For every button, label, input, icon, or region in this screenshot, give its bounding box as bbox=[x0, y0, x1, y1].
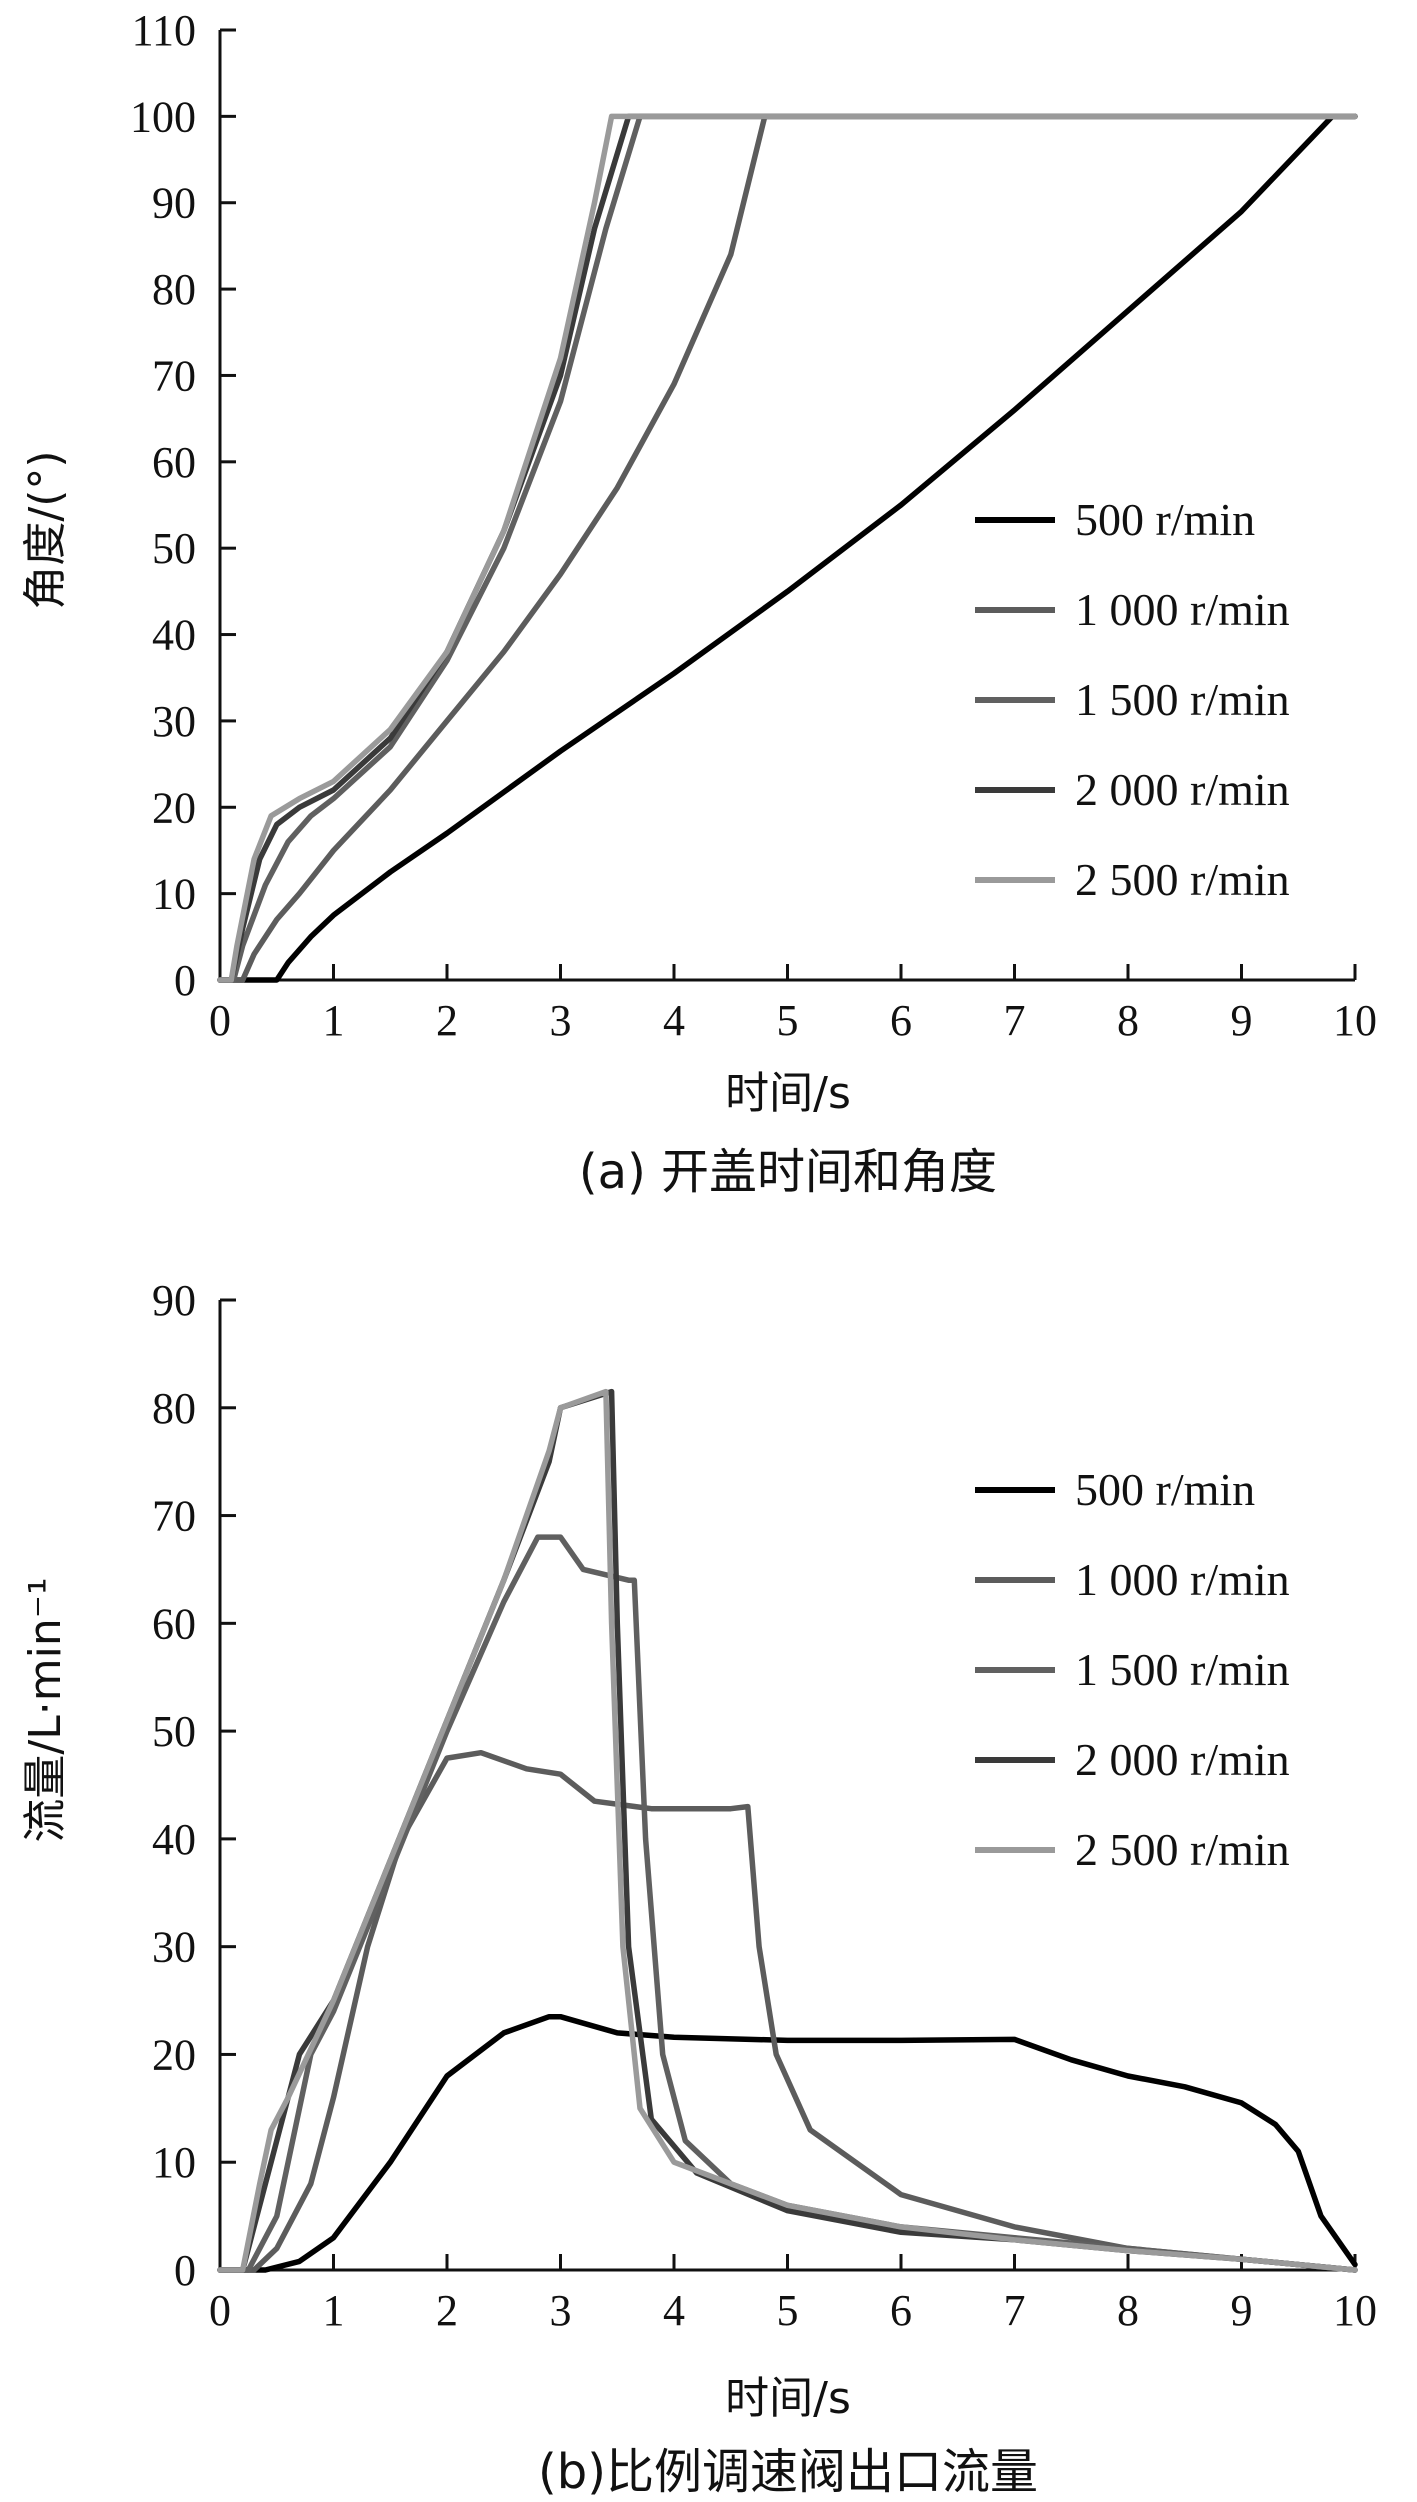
chart-b-caption: (b)比例调速阀出口流量 bbox=[538, 2444, 1038, 2500]
y-tick-label: 90 bbox=[152, 1276, 196, 1325]
y-tick-label: 60 bbox=[152, 1599, 196, 1648]
x-tick-label: 10 bbox=[1333, 996, 1377, 1045]
legend-label-4: 2 000 r/min bbox=[1075, 764, 1290, 815]
y-tick-label: 30 bbox=[152, 1923, 196, 1972]
chart-panel-b: 0 10 20 30 40 50 60 70 80 90 0 1 2 3 4 5 6 7 8 9 10 500 r/mi… bbox=[20, 1276, 1377, 2500]
series-line-1 bbox=[217, 2013, 1358, 2273]
legend-label-1: 500 r/min bbox=[1075, 1464, 1255, 1515]
x-tick-label: 5 bbox=[777, 2286, 799, 2335]
y-tick-label: 90 bbox=[152, 179, 196, 228]
chart-b-x-axis-label: 时间/s bbox=[725, 2373, 851, 2424]
x-tick-label: 7 bbox=[1004, 2286, 1026, 2335]
series-line-2 bbox=[217, 113, 1358, 983]
x-tick-label: 5 bbox=[777, 996, 799, 1045]
y-tick-label: 10 bbox=[152, 2138, 196, 2187]
y-tick-label: 70 bbox=[152, 351, 196, 400]
legend-label-2: 1 000 r/min bbox=[1075, 584, 1290, 635]
legend-label-5: 2 500 r/min bbox=[1075, 1824, 1290, 1875]
y-tick-label: 80 bbox=[152, 265, 196, 314]
x-tick-label: 3 bbox=[550, 2286, 572, 2335]
chart-a-x-axis-label: 时间/s bbox=[725, 1068, 851, 1119]
x-tick-label: 4 bbox=[663, 2286, 685, 2335]
legend-label-4: 2 000 r/min bbox=[1075, 1734, 1290, 1785]
series-line-4 bbox=[217, 113, 1358, 983]
x-tick-label: 0 bbox=[209, 2286, 231, 2335]
x-tick-label: 2 bbox=[436, 2286, 458, 2335]
x-tick-label: 2 bbox=[436, 996, 458, 1045]
y-tick-label: 50 bbox=[152, 1707, 196, 1756]
y-tick-label: 30 bbox=[152, 697, 196, 746]
y-tick-label: 10 bbox=[152, 870, 196, 919]
chart-b-y-axis-label: 流量/L·min⁻¹ bbox=[20, 1577, 71, 1842]
legend-label-3: 1 500 r/min bbox=[1075, 674, 1290, 725]
y-tick-label: 60 bbox=[152, 438, 196, 487]
chart-a-caption: (a) 开盖时间和角度 bbox=[579, 1144, 997, 1200]
y-tick-label: 70 bbox=[152, 1492, 196, 1541]
x-tick-label: 6 bbox=[890, 996, 912, 1045]
chart-b-series bbox=[217, 1388, 1358, 2273]
y-tick-label: 80 bbox=[152, 1384, 196, 1433]
x-tick-label: 9 bbox=[1231, 996, 1253, 1045]
x-tick-label: 1 bbox=[323, 996, 345, 1045]
y-tick-label: 40 bbox=[152, 611, 196, 660]
series-line-3 bbox=[217, 113, 1358, 983]
series-line-5 bbox=[217, 1388, 1358, 2273]
legend-label-2: 1 000 r/min bbox=[1075, 1554, 1290, 1605]
x-tick-label: 8 bbox=[1117, 2286, 1139, 2335]
x-tick-label: 8 bbox=[1117, 996, 1139, 1045]
chart-a-y-axis-label: 角度/(°) bbox=[20, 450, 71, 609]
y-tick-label: 110 bbox=[132, 6, 196, 55]
x-tick-label: 0 bbox=[209, 996, 231, 1045]
x-tick-label: 1 bbox=[323, 2286, 345, 2335]
chart-b-axes: 0 10 20 30 40 50 60 70 80 90 0 1 2 3 4 5 6 7 8 9 10 bbox=[152, 1276, 1377, 2335]
y-tick-label: 0 bbox=[174, 956, 196, 1005]
x-tick-label: 3 bbox=[550, 996, 572, 1045]
x-tick-label: 9 bbox=[1231, 2286, 1253, 2335]
series-line-1 bbox=[217, 113, 1358, 983]
chart-panel-a: 0 10 20 30 40 50 60 70 80 90 100 110 0 1 2 3 4 5 6 7 8 9 10 50… bbox=[20, 6, 1377, 1200]
y-tick-label: 20 bbox=[152, 2030, 196, 2079]
chart-b-legend: 500 r/min 1 000 r/min 1 500 r/min 2 000 r/m… bbox=[975, 1464, 1290, 1875]
y-tick-label: 0 bbox=[174, 2246, 196, 2295]
y-tick-label: 100 bbox=[130, 92, 196, 141]
chart-a-axes: 0 10 20 30 40 50 60 70 80 90 100 110 0 1 2 3 4 5 6 7 8 9 10 bbox=[130, 6, 1377, 1045]
legend-label-3: 1 500 r/min bbox=[1075, 1644, 1290, 1695]
y-tick-label: 40 bbox=[152, 1815, 196, 1864]
x-tick-label: 4 bbox=[663, 996, 685, 1045]
x-tick-label: 10 bbox=[1333, 2286, 1377, 2335]
x-tick-label: 7 bbox=[1004, 996, 1026, 1045]
legend-label-5: 2 500 r/min bbox=[1075, 854, 1290, 905]
y-tick-label: 50 bbox=[152, 524, 196, 573]
chart-a-series bbox=[217, 113, 1358, 983]
series-line-5 bbox=[217, 113, 1358, 983]
y-tick-label: 20 bbox=[152, 783, 196, 832]
chart-a-legend: 500 r/min 1 000 r/min 1 500 r/min 2 000 r/m… bbox=[975, 494, 1290, 905]
legend-label-1: 500 r/min bbox=[1075, 494, 1255, 545]
x-tick-label: 6 bbox=[890, 2286, 912, 2335]
series-line-2 bbox=[217, 1749, 1358, 2273]
